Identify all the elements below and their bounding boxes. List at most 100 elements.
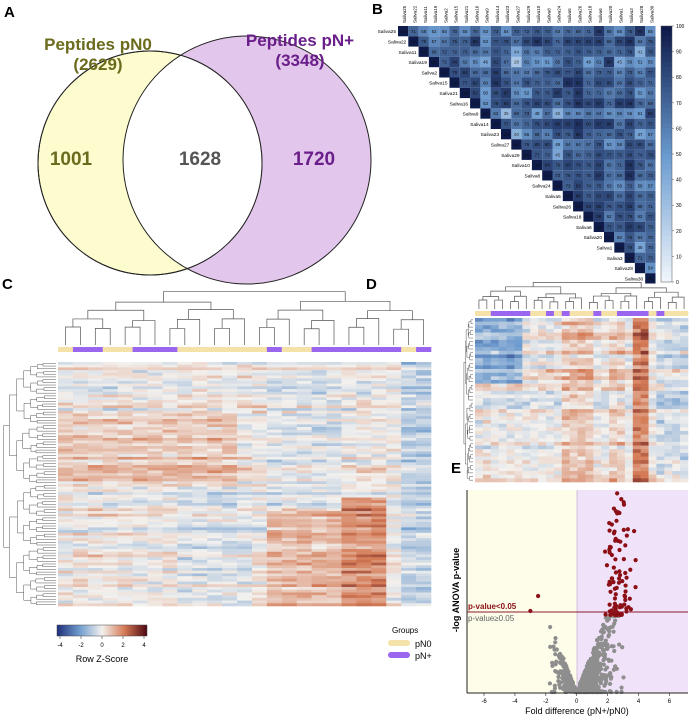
heatmap-cell [192,470,208,474]
heatmap-cell [132,584,148,588]
heatmap-cell [553,449,563,454]
heatmap-cell [632,423,641,428]
heatmap-cell [192,597,208,601]
heatmap-cell [475,387,484,392]
heatmap-cell [593,471,602,476]
correlation-value: 85 [627,204,632,209]
heatmap-cell [593,390,602,395]
heatmap-cell [311,573,327,577]
correlation-cell [531,118,543,129]
correlation-value: 44 [514,49,519,54]
heatmap-cell [356,597,372,601]
heatmap-cell [162,581,178,585]
heatmap-cell [296,592,312,596]
colorbar-tick-label: 60 [676,126,682,132]
heatmap-cell [514,452,523,457]
heatmap-cell [593,376,602,381]
heatmap-cell [624,420,634,424]
heatmap-cell [102,578,118,582]
correlation-cell [521,87,532,99]
heatmap-cell [207,554,223,558]
heatmap-cell [132,551,148,555]
correlation-value: 75 [421,39,426,44]
volcano-point-nonsignificant [606,673,611,678]
dendrogram-branch [43,387,56,391]
heatmap-cell [498,343,507,348]
heatmap-cell [72,389,89,393]
heatmap-cell [177,505,193,509]
heatmap-cell [87,372,104,376]
dendrogram-branch [16,440,24,471]
heatmap-cell [371,489,387,493]
heatmap-cell [147,470,163,474]
heatmap-cell [585,441,594,446]
heatmap-cell [132,519,148,523]
heatmap-cell [177,427,193,431]
heatmap-cell [585,471,594,476]
heatmap-cell [117,508,133,512]
heatmap-cell [296,362,312,366]
heatmap-cell [162,408,178,412]
correlation-value: 100 [534,164,540,168]
heatmap-cell [498,416,507,421]
heatmap-cell [617,398,626,403]
heatmap-cell [311,465,327,469]
heatmap-cell [117,532,133,536]
heatmap-cell [386,595,402,599]
heatmap-cell [162,470,178,474]
group-bar-pn0 [475,311,484,316]
column-label: Saliva23 [505,5,510,23]
correlation-value: 72 [638,121,643,126]
heatmap-cell [251,394,268,398]
correlation-value: 100 [452,81,458,85]
heatmap-cell [177,595,193,599]
heatmap-cell [58,576,74,580]
heatmap-cell [162,559,178,563]
correlation-value: 53 [535,60,540,65]
heatmap-cell [237,427,253,431]
heatmap-cell [162,375,178,379]
heatmap-cell [207,592,223,596]
colorbar-segment [661,118,672,124]
heatmap-cell [207,372,223,376]
heatmap-cell [237,467,253,471]
heatmap-cell [102,405,118,409]
heatmap-cell [102,424,118,428]
heatmap-cell [577,471,586,476]
correlation-cell [624,87,635,99]
correlation-cell [542,170,553,181]
heatmap-cell [222,511,238,515]
heatmap-cell [251,557,268,561]
heatmap-cell [569,325,578,330]
heatmap-cell [237,389,253,393]
heatmap-cell [416,592,432,596]
correlation-cell [593,149,604,160]
heatmap-cell [281,530,298,534]
correlation-value: 72 [555,49,560,54]
heatmap-cell [132,516,148,520]
heatmap-cell [222,473,238,477]
heatmap-cell [162,543,178,547]
heatmap-cell [341,573,357,577]
heatmap-cell [237,557,253,561]
heatmap-cell [371,380,387,384]
heatmap-cell [648,321,657,326]
heatmap-cell [177,443,193,447]
heatmap-cell [237,584,253,588]
heatmap-cell [506,365,515,370]
heatmap-cell [296,399,312,403]
heatmap-cell [356,581,372,585]
correlation-cell [552,87,563,99]
heatmap-cell [530,358,539,363]
heatmap-cell [72,418,89,422]
heatmap-cell [162,397,178,401]
heatmap-cell [416,380,432,384]
heatmap-cell [237,502,253,506]
heatmap-cell [498,409,507,414]
heatmap-cell [237,527,253,531]
heatmap-cell [237,540,253,544]
heatmap-cell [102,446,118,450]
heatmap-cell [577,405,586,410]
heatmap-cell [72,451,89,455]
heatmap-cell [672,420,681,424]
